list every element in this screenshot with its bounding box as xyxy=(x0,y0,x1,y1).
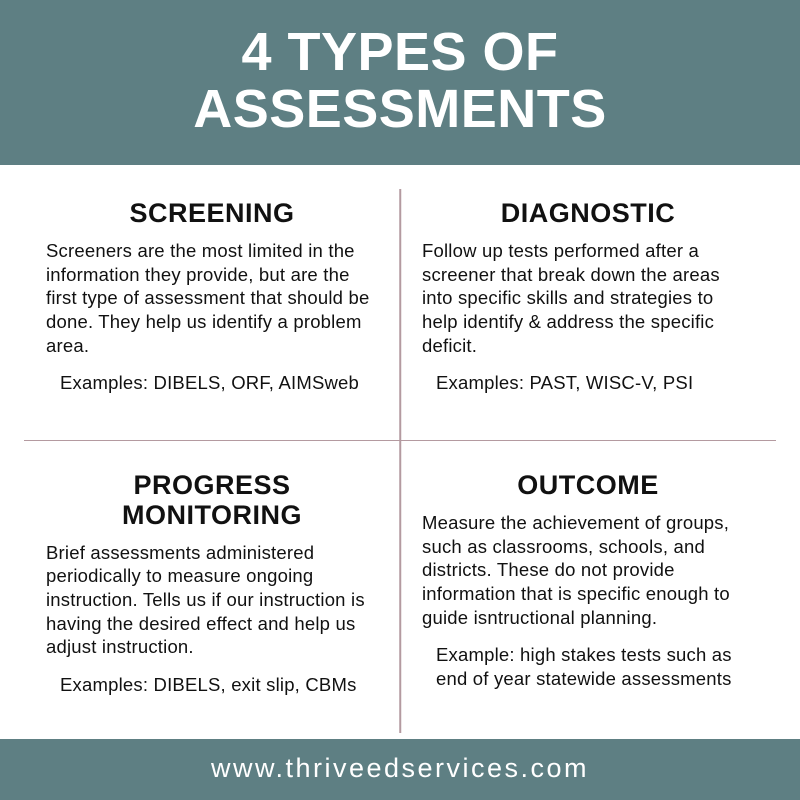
quad-body: Measure the achievement of groups, such … xyxy=(422,511,754,629)
footer-banner: www.thriveedservices.com xyxy=(0,739,800,800)
quad-examples: Examples: DIBELS, ORF, AIMSweb xyxy=(46,371,378,395)
title-line-2: ASSESSMENTS xyxy=(20,81,780,138)
spacer xyxy=(0,165,800,179)
quad-body: Follow up tests performed after a screen… xyxy=(422,239,754,357)
quadrant-screening: SCREENING Screeners are the most limited… xyxy=(24,189,400,461)
quad-examples: Examples: PAST, WISC-V, PSI xyxy=(422,371,754,395)
quad-body: Screeners are the most limited in the in… xyxy=(46,239,378,357)
vertical-divider xyxy=(399,189,401,733)
quadrant-progress-monitoring: PROGRESS MONITORING Brief assessments ad… xyxy=(24,461,400,733)
header-banner: 4 TYPES OF ASSESSMENTS xyxy=(0,0,800,165)
horizontal-divider xyxy=(24,440,776,442)
footer-url: www.thriveedservices.com xyxy=(211,753,589,783)
quad-title: DIAGNOSTIC xyxy=(422,199,754,229)
quad-title: PROGRESS MONITORING xyxy=(46,471,378,530)
quadrant-outcome: OUTCOME Measure the achievement of group… xyxy=(400,461,776,733)
quadrant-diagnostic: DIAGNOSTIC Follow up tests performed aft… xyxy=(400,189,776,461)
quad-title: SCREENING xyxy=(46,199,378,229)
quadrant-grid: SCREENING Screeners are the most limited… xyxy=(0,179,800,739)
quad-body: Brief assessments administered periodica… xyxy=(46,541,378,659)
quad-title: OUTCOME xyxy=(422,471,754,501)
title-line-1: 4 TYPES OF xyxy=(20,24,780,81)
quad-examples: Example: high stakes tests such as end o… xyxy=(422,643,754,690)
quad-examples: Examples: DIBELS, exit slip, CBMs xyxy=(46,673,378,697)
